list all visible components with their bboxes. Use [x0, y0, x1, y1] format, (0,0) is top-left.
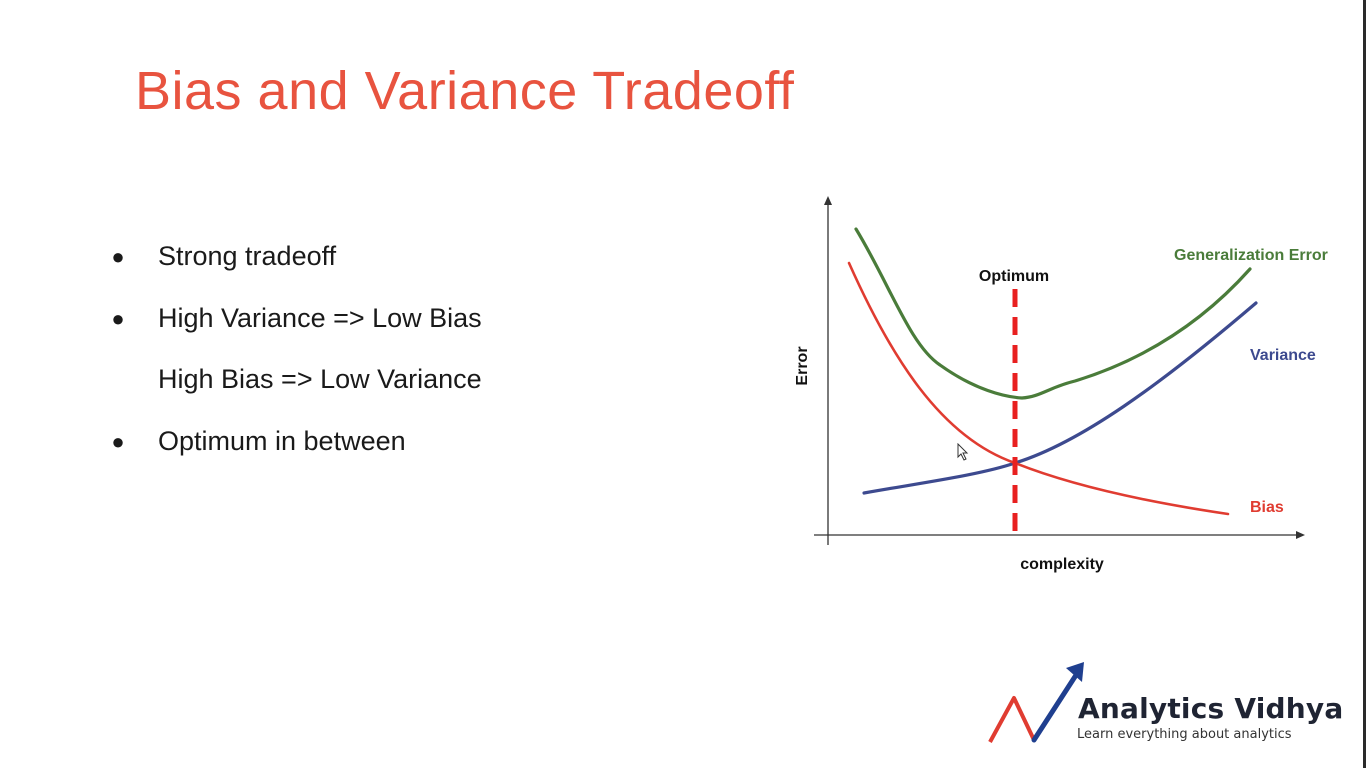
series-line-generalization-error: [854, 227, 1252, 400]
y-axis-arrow: [824, 196, 832, 205]
legend-label-bias: Bias: [1250, 499, 1284, 516]
legend-label-generalization-error: Generalization Error: [1174, 247, 1328, 264]
bullet-text: High Variance => Low Bias: [158, 302, 482, 333]
bullet-text: Optimum in between: [158, 425, 406, 456]
bullet-text: Strong tradeoff: [158, 241, 337, 271]
x-axis-arrow: [1296, 531, 1305, 539]
bullet-text: High Bias => Low Variance: [158, 364, 482, 394]
analytics-vidhya-logo: Analytics Vidhya Learn everything about …: [986, 660, 1346, 750]
logo-mark-icon: [988, 662, 1084, 743]
legend-label-variance: Variance: [1250, 347, 1316, 364]
annotation-optimum: Optimum: [979, 268, 1049, 285]
bias-variance-chart: Optimum Generalization Error Variance Bi…: [794, 196, 1328, 573]
bullet-dot: ●: [111, 244, 125, 269]
series-line-variance: [862, 301, 1258, 495]
window-edge: [1363, 0, 1366, 768]
x-axis-label: complexity: [1020, 556, 1104, 573]
bullet-dot: ●: [111, 428, 125, 454]
mouse-cursor-icon: [957, 443, 969, 461]
series-line-bias: [847, 261, 1230, 516]
y-axis-label: Error: [794, 346, 811, 385]
bullet-dot: ●: [111, 305, 125, 331]
logo-name: Analytics Vidhya: [1078, 692, 1344, 725]
slide-title: Bias and Variance Tradeoff: [135, 61, 795, 121]
logo-tagline: Learn everything about analytics: [1077, 727, 1292, 742]
